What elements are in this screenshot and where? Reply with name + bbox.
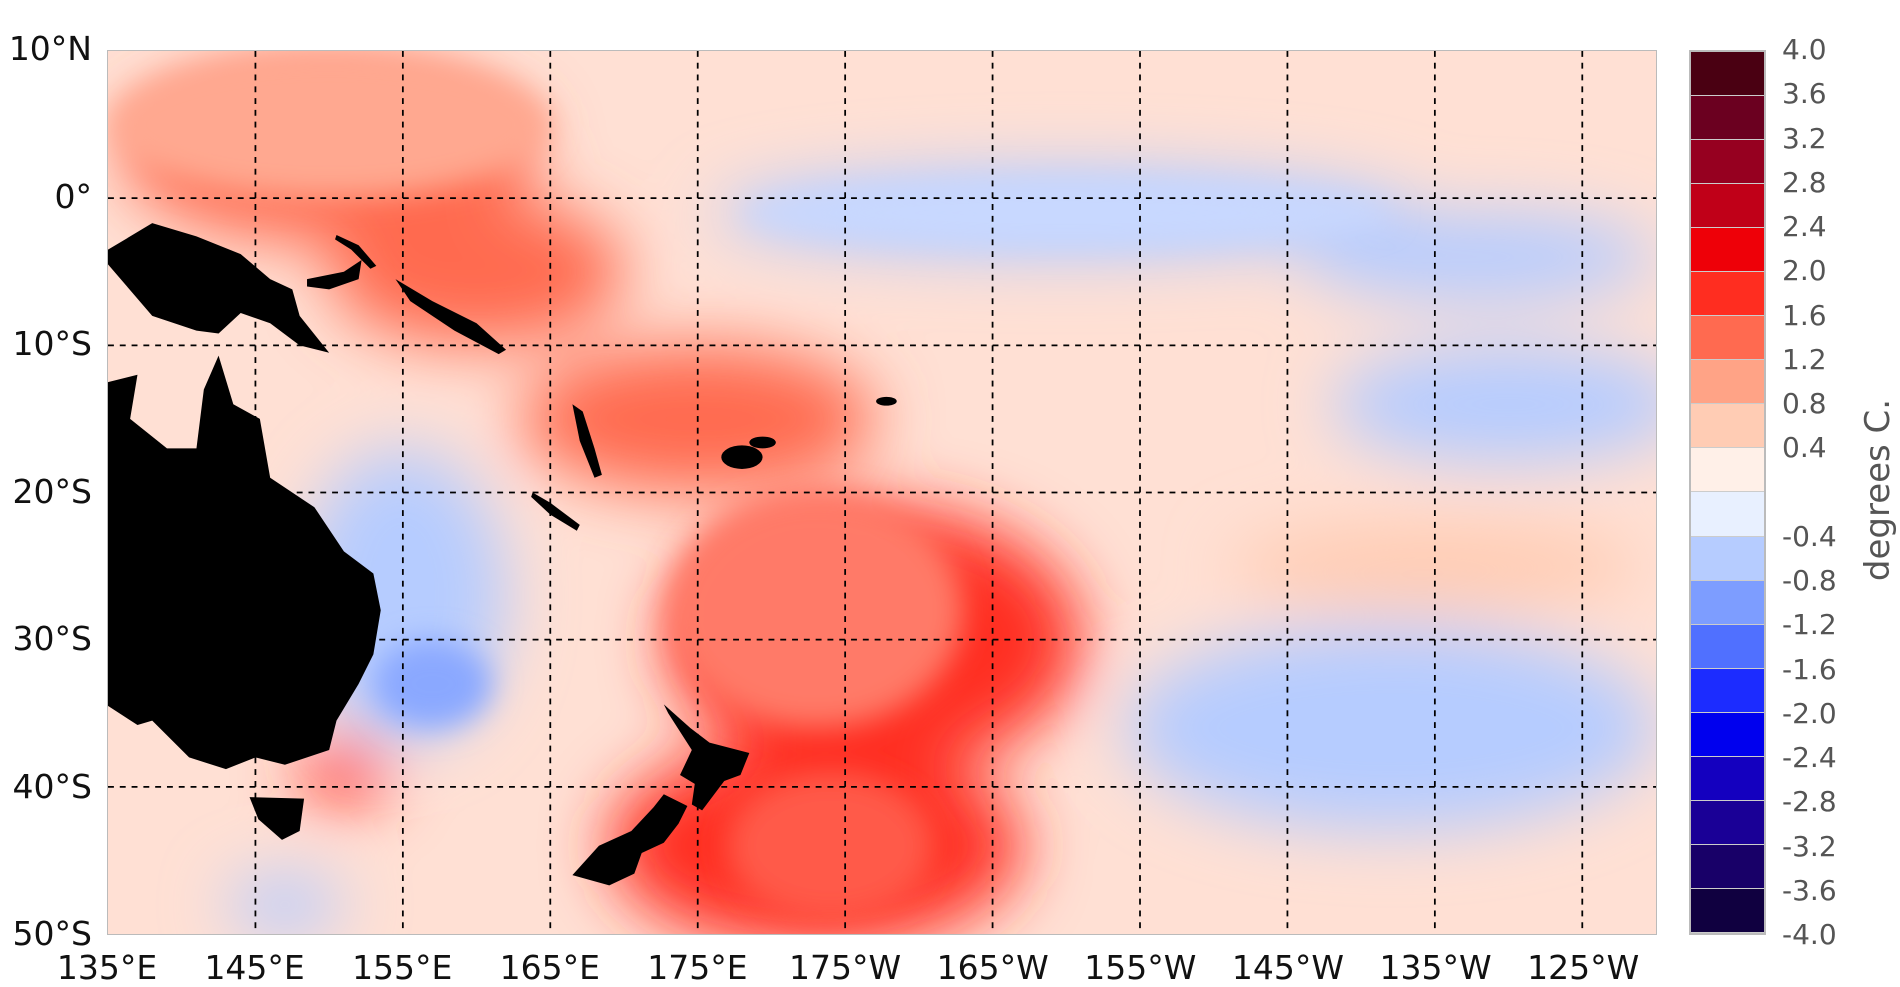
colorbar-segment (1691, 360, 1764, 405)
x-tick-label: 165°W (936, 948, 1049, 987)
colorbar-unit-label: degrees C. (1858, 398, 1898, 582)
colorbar-segment (1691, 844, 1764, 889)
colorbar-segment (1691, 140, 1764, 185)
colorbar-segment (1691, 272, 1764, 317)
colorbar-tick-label: 0.4 (1782, 431, 1827, 465)
colorbar-tick-label: -3.6 (1782, 873, 1837, 907)
colorbar-segment (1691, 96, 1764, 141)
colorbar-segment (1691, 52, 1764, 97)
colorbar-tick-label: -1.6 (1782, 652, 1837, 686)
colorbar-segment (1691, 448, 1764, 493)
x-tick-label: 155°W (1084, 948, 1197, 987)
colorbar-tick-label: -3.2 (1782, 829, 1837, 863)
new-britain (307, 259, 362, 290)
colorbar-segment (1691, 492, 1764, 537)
colorbar-tick-label: -2.4 (1782, 741, 1837, 774)
colorbar-tick-label: -1.2 (1782, 608, 1837, 642)
new-ireland (335, 234, 377, 269)
new-zealand-north (663, 704, 750, 811)
y-tick-label: 40°S (12, 766, 92, 806)
anomaly-region (1331, 345, 1656, 464)
y-tick-label: 20°S (12, 471, 92, 511)
colorbar-tick-label: 3.2 (1782, 121, 1827, 155)
x-tick-label: 135°E (56, 948, 158, 987)
tasmania (249, 797, 305, 840)
samoa (876, 396, 897, 406)
colorbar-tick-label: 0.8 (1782, 387, 1827, 420)
colorbar-segment (1691, 756, 1764, 801)
colorbar-tick-label: -4.0 (1782, 918, 1837, 951)
colorbar-tick-label: 2.4 (1782, 210, 1827, 243)
colorbar-tick-label: 2.0 (1782, 254, 1827, 288)
vanuatu (572, 404, 602, 478)
x-tick-label: 155°E (352, 948, 453, 987)
anomaly-region (1302, 212, 1656, 302)
australia (108, 355, 381, 770)
colorbar (1689, 50, 1766, 935)
new-guinea (108, 223, 330, 353)
colorbar-segment (1691, 888, 1764, 933)
anomaly-detail (108, 51, 1391, 920)
colorbar-segment (1691, 624, 1764, 669)
y-tick-label: 10°N (8, 28, 92, 68)
anomaly-region (1125, 624, 1656, 831)
anomaly-region (329, 198, 624, 346)
y-tick-label: 0° (54, 176, 93, 216)
x-tick-label: 125°W (1527, 948, 1640, 987)
colorbar-tick-label: -0.4 (1782, 519, 1837, 553)
colorbar-tick-label: -2.8 (1782, 785, 1837, 819)
x-tick-label: 165°E (499, 948, 601, 987)
fiji-vanua-levu (749, 436, 776, 449)
x-tick-label: 145°E (204, 948, 305, 987)
colorbar-segment (1691, 228, 1764, 273)
colorbar-segment (1691, 800, 1764, 845)
anomaly-region (225, 875, 344, 934)
colorbar-tick-label: 3.6 (1782, 77, 1827, 111)
colorbar-tick-label: 4.0 (1782, 33, 1827, 66)
colorbar-tick-label: -0.8 (1782, 564, 1837, 597)
y-tick-label: 10°S (12, 323, 92, 363)
x-tick-label: 175°E (647, 948, 748, 987)
new-zealand-south (572, 794, 688, 886)
fiji (721, 445, 763, 469)
colorbar-segment (1691, 404, 1764, 449)
y-tick-label: 30°S (12, 618, 92, 658)
colorbar-segment (1691, 536, 1764, 581)
colorbar-segment (1691, 184, 1764, 229)
colorbar-segment (1691, 712, 1764, 757)
colorbar-tick-label: -2.0 (1782, 696, 1837, 730)
colorbar-segment (1691, 316, 1764, 361)
colorbar-tick-label: 1.6 (1782, 298, 1827, 332)
x-tick-label: 175°W (789, 948, 902, 987)
y-tick-label: 50°S (12, 913, 92, 953)
sst-anomaly-map (108, 51, 1656, 934)
colorbar-tick-label: 2.8 (1782, 165, 1827, 199)
solomon-islands (395, 279, 507, 355)
new-caledonia (531, 492, 580, 531)
colorbar-segment (1691, 580, 1764, 625)
map-plot-area (107, 50, 1657, 935)
x-tick-label: 145°W (1231, 948, 1344, 987)
land-masses (108, 223, 897, 886)
colorbar-segment (1691, 668, 1764, 713)
colorbar-tick-label: 1.2 (1782, 342, 1827, 376)
x-tick-label: 135°W (1379, 948, 1492, 987)
anomaly-region (1228, 521, 1642, 611)
